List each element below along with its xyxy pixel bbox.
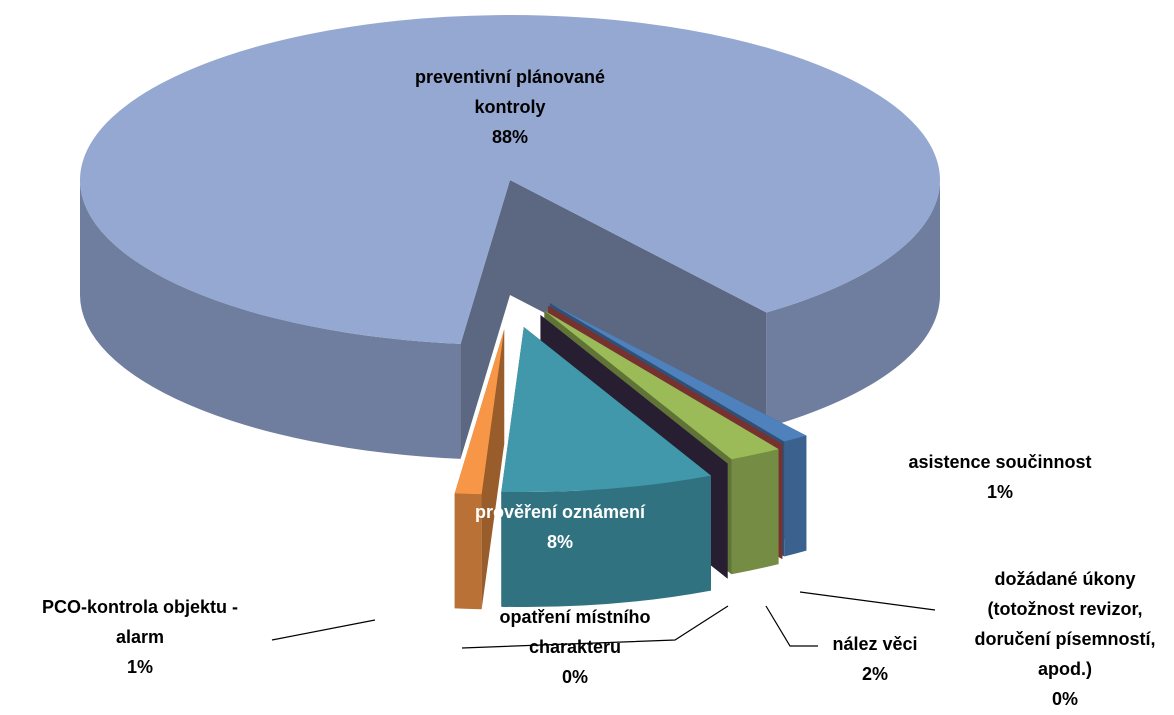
pie-slice — [80, 14, 941, 459]
slice-top — [454, 329, 505, 495]
data-label-name: dožádané úkony (totožnost revizor, doručen… — [974, 569, 1155, 679]
data-label-name: prověření oznámení — [475, 502, 646, 522]
data-label-name: asistence součinnost — [908, 452, 1091, 472]
slice-outer-wall — [731, 449, 779, 575]
slice-radial-wall — [510, 180, 767, 428]
slice-outer-wall — [454, 493, 482, 610]
leader-line — [765, 605, 818, 647]
data-label-value: 0% — [562, 667, 588, 687]
pie — [80, 14, 941, 610]
data-label-value: 88% — [492, 127, 528, 147]
leader-line — [461, 605, 729, 649]
data-label-value: 1% — [987, 482, 1013, 502]
data-label-name: preventivní plánované kontroly — [415, 67, 605, 117]
labels: preventivní plánované kontroly 88% asistenc… — [42, 67, 1156, 709]
slice-outer-wall — [766, 180, 940, 428]
data-label-value: 0% — [1052, 689, 1078, 709]
data-label-value: 8% — [547, 532, 573, 552]
slice-outer-wall — [784, 435, 807, 557]
slice-outer-wall — [501, 475, 711, 608]
data-label-name: opatření místního charakteru — [499, 607, 650, 657]
slice-top — [80, 14, 941, 344]
slice-outer-wall — [80, 180, 461, 459]
pie-slice — [501, 327, 711, 608]
data-label-value: 2% — [862, 664, 888, 684]
slice-top — [549, 303, 807, 442]
data-label-name: nález věci — [832, 634, 917, 654]
leader-line — [799, 591, 936, 611]
data-label-value: 1% — [127, 657, 153, 677]
slice-top — [501, 327, 711, 493]
pie-slice — [454, 329, 505, 610]
data-label-name: PCO-kontrola objektu -alarm — [42, 597, 238, 647]
slice-top — [544, 310, 779, 460]
slice-radial-wall — [460, 180, 510, 459]
leader-line — [271, 619, 376, 641]
